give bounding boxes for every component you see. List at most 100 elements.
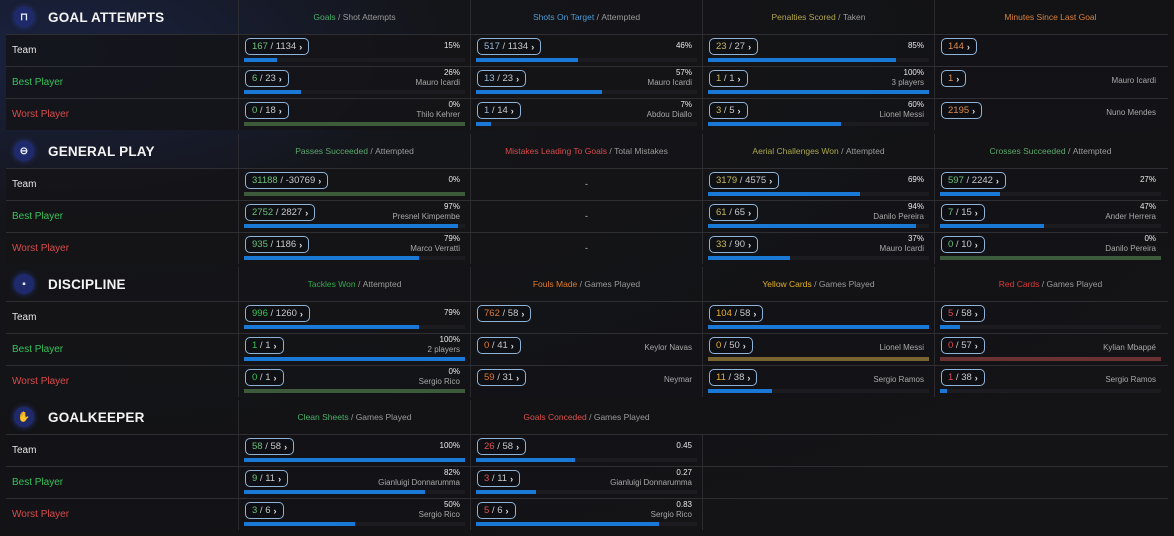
stat-separator: / bbox=[731, 308, 740, 319]
column-header-sep: / bbox=[577, 279, 585, 289]
stat-detail-button[interactable]: 0 / 1 › bbox=[245, 369, 284, 386]
progress-bar-fill bbox=[708, 325, 929, 329]
player-name: Mauro Icardi bbox=[415, 78, 460, 87]
stat-denominator: 5 bbox=[729, 105, 735, 116]
progress-bar bbox=[244, 490, 465, 494]
stat-detail-button[interactable]: 7 / 15 › bbox=[941, 204, 985, 221]
stat-denominator: 4575 bbox=[745, 175, 767, 186]
stat-detail-button[interactable]: 144 › bbox=[941, 38, 977, 55]
stat-detail-button[interactable]: 935 / 1186 › bbox=[245, 236, 310, 253]
stat-detail-button[interactable]: 167 / 1134 › bbox=[245, 38, 310, 55]
stat-detail-button[interactable]: 104 / 58 › bbox=[709, 305, 764, 322]
stat-detail-button[interactable]: 58 / 58 › bbox=[245, 438, 295, 455]
player-name: Thilo Kehrer bbox=[416, 110, 460, 119]
stat-detail-button[interactable]: 2752 / 2827 › bbox=[245, 204, 316, 221]
progress-bar-fill bbox=[940, 389, 947, 393]
stat-detail-button[interactable]: 59 / 31 › bbox=[477, 369, 527, 386]
section-header: ⊖ GENERAL PLAY Passes Succeeded / Attempte… bbox=[6, 134, 1168, 168]
stat-detail-button[interactable]: 13 / 23 › bbox=[477, 70, 527, 87]
stat-detail-button[interactable]: 1 › bbox=[941, 70, 967, 87]
stat-detail-button[interactable]: 3 / 6 › bbox=[245, 502, 284, 519]
stat-detail-button[interactable]: 33 / 90 › bbox=[709, 236, 759, 253]
stat-numerator: 935 bbox=[252, 239, 268, 250]
stat-detail-button[interactable]: 0 / 10 › bbox=[941, 236, 985, 253]
stat-denominator: 6 bbox=[497, 505, 503, 516]
stat-detail-button[interactable]: 1 / 1 › bbox=[709, 70, 748, 87]
column-header-metric: Mistakes Leading To Goals bbox=[505, 146, 607, 156]
stat-cell: 3 / 5 › 60% Lionel Messi bbox=[702, 99, 934, 130]
chevron-right-icon: › bbox=[305, 207, 309, 218]
stat-detail-button[interactable]: 3 / 11 › bbox=[477, 470, 521, 487]
stat-separator: / bbox=[267, 308, 276, 319]
progress-bar-fill bbox=[244, 357, 465, 361]
stat-detail-button[interactable]: 0 / 18 › bbox=[245, 102, 289, 119]
progress-bar-fill bbox=[708, 122, 841, 126]
stat-row-best: Best Player 1 / 1 › 100% 2 players 0 / 41 › Key… bbox=[6, 333, 1168, 365]
stat-detail-button[interactable]: 996 / 1260 › bbox=[245, 305, 310, 322]
stat-ratio: 0% bbox=[448, 175, 460, 184]
stat-detail-button[interactable]: 2195 › bbox=[941, 102, 983, 119]
stat-cell: 2195 › Nuno Mendes bbox=[934, 99, 1166, 130]
progress-bar-fill bbox=[244, 522, 355, 526]
stat-detail-button[interactable]: 9 / 11 › bbox=[245, 470, 289, 487]
section-title-wrap: ▪ DISCIPLINE bbox=[6, 274, 238, 294]
progress-bar-fill bbox=[940, 224, 1044, 228]
stat-row-team: Team 31188 / -30769 › 0% -3179 / 4575 › 69% 597… bbox=[6, 168, 1168, 200]
stat-detail-button[interactable]: 3179 / 4575 › bbox=[709, 172, 780, 189]
stat-detail-button[interactable]: 1 / 14 › bbox=[477, 102, 521, 119]
stat-numerator: 1 bbox=[716, 73, 722, 84]
stat-detail-button[interactable]: 5 / 6 › bbox=[477, 502, 516, 519]
stat-numerator: 0 bbox=[948, 340, 954, 351]
stat-detail-button[interactable]: 3 / 5 › bbox=[709, 102, 748, 119]
stat-detail-button[interactable]: 11 / 38 › bbox=[709, 369, 758, 386]
stat-ratio: 60% bbox=[907, 100, 924, 109]
column-header-sep: / bbox=[367, 146, 376, 156]
stat-numerator: 0 bbox=[484, 340, 490, 351]
progress-bar bbox=[244, 325, 465, 329]
progress-bar bbox=[244, 224, 465, 228]
stat-detail-button[interactable]: 1 / 38 › bbox=[941, 369, 985, 386]
stat-denominator: 38 bbox=[961, 372, 972, 383]
row-label: Team bbox=[12, 445, 37, 456]
stat-detail-button[interactable]: 26 / 58 › bbox=[477, 438, 527, 455]
stat-numerator: 597 bbox=[948, 175, 964, 186]
column-header-sep: / bbox=[586, 412, 594, 422]
stat-ratio: 97% bbox=[443, 202, 460, 211]
chevron-right-icon: › bbox=[747, 372, 751, 383]
section-title: GOALKEEPER bbox=[48, 409, 145, 425]
section-general-play: ⊖ GENERAL PLAY Passes Succeeded / Attempte… bbox=[6, 134, 1168, 264]
stat-detail-button[interactable]: 6 / 23 › bbox=[245, 70, 289, 87]
stat-ratio: 47% bbox=[1139, 202, 1156, 211]
progress-bar bbox=[244, 256, 465, 260]
stat-detail-button[interactable]: 1 / 1 › bbox=[245, 337, 284, 354]
column-header: Mistakes Leading To Goals / Total Mistak… bbox=[470, 134, 702, 168]
stat-detail-button[interactable]: 31188 / -30769 › bbox=[245, 172, 329, 189]
stat-numerator: 996 bbox=[252, 308, 268, 319]
stat-detail-button[interactable]: 5 / 58 › bbox=[941, 305, 985, 322]
stat-denominator: 38 bbox=[733, 372, 745, 383]
stat-detail-button[interactable]: 517 / 1134 › bbox=[477, 38, 542, 55]
stat-numerator: 0 bbox=[252, 105, 258, 116]
stat-detail-button[interactable]: 0 / 57 › bbox=[941, 337, 985, 354]
stat-detail-button[interactable]: 0 / 41 › bbox=[477, 337, 521, 354]
stat-separator: / bbox=[257, 505, 266, 516]
stat-cell: 5 / 6 › 0.83 Sergio Rico bbox=[470, 499, 702, 530]
player-name: Mauro Icardi bbox=[879, 244, 924, 253]
stat-detail-button[interactable]: 597 / 2242 › bbox=[941, 172, 1006, 189]
stat-cell bbox=[934, 435, 1166, 466]
stat-denominator: 41 bbox=[497, 340, 508, 351]
stat-denominator: 57 bbox=[961, 340, 972, 351]
stat-detail-button[interactable]: 0 / 50 › bbox=[709, 337, 753, 354]
stat-detail-button[interactable]: 762 / 58 › bbox=[477, 305, 532, 322]
stat-denominator: 1134 bbox=[275, 41, 297, 52]
progress-bar bbox=[708, 58, 929, 62]
stat-numerator: 144 bbox=[948, 41, 964, 52]
player-name: Sergio Rico bbox=[418, 377, 460, 386]
stat-detail-button[interactable]: 61 / 65 › bbox=[709, 204, 759, 221]
stat-cell bbox=[702, 499, 934, 530]
stat-detail-button[interactable]: 23 / 27 › bbox=[709, 38, 759, 55]
stat-numerator: 0 bbox=[948, 239, 954, 250]
column-header-metric: Passes Succeeded bbox=[295, 146, 368, 156]
column-header-metric: Crosses Succeeded bbox=[989, 146, 1066, 156]
column-header: Yellow Cards / Games Played bbox=[702, 267, 934, 301]
